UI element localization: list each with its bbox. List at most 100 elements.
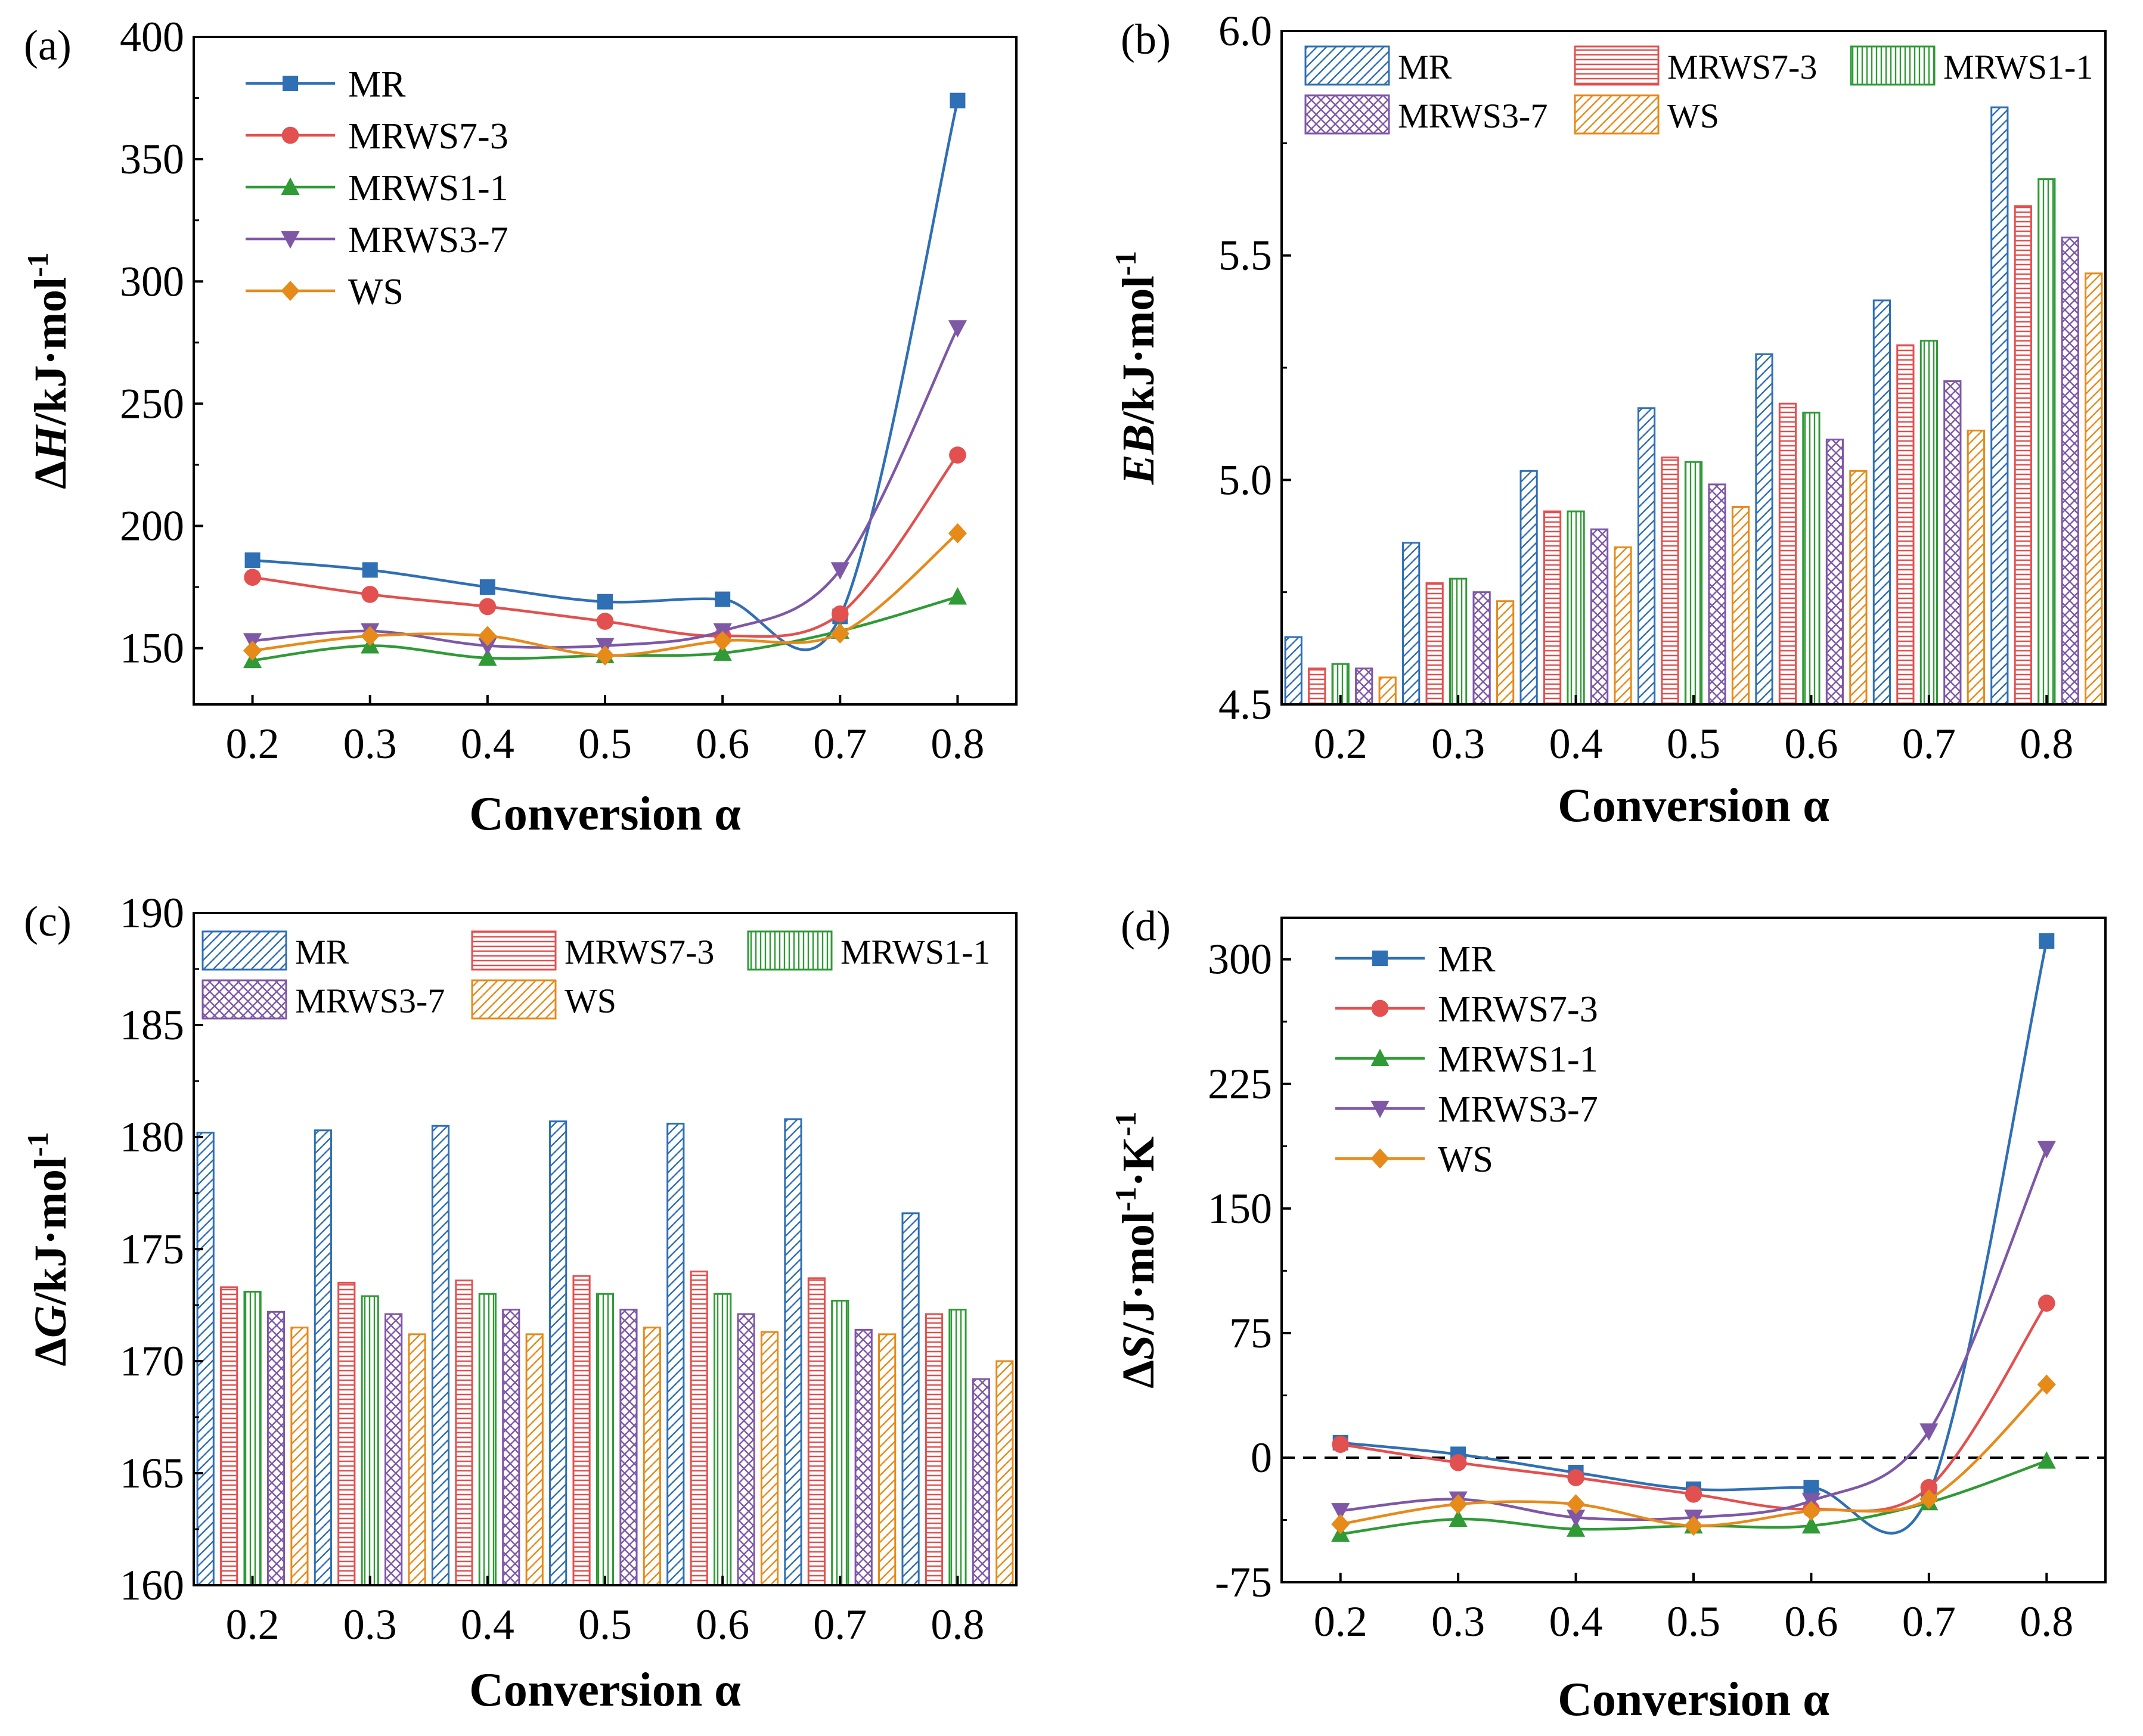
- point-mr-3: [597, 594, 613, 610]
- y-tick-label: -75: [1215, 1558, 1272, 1606]
- x-axis-label: Conversion α: [1558, 780, 1829, 832]
- bar-mrws7-3-0.7: [1896, 344, 1915, 706]
- point-ws-2: [1566, 1494, 1586, 1514]
- point-mrws1-1-6: [948, 587, 967, 605]
- legend-label: MRWS7-3: [565, 933, 714, 971]
- panel-label: (c): [24, 897, 72, 945]
- point-mrws1-1-2: [478, 648, 497, 666]
- point-mr-6: [2039, 933, 2055, 949]
- bar-mr-0.4: [1519, 470, 1538, 706]
- bar-ws-0.7: [1967, 429, 1985, 706]
- point-ws-6: [2037, 1374, 2056, 1395]
- bar-mrws3-7-0.3: [1472, 591, 1491, 706]
- point-mrws3-7-6: [948, 320, 967, 338]
- x-tick-label: 0.7: [1902, 1598, 1956, 1645]
- bar-mrws1-1-0.3: [361, 1295, 379, 1586]
- point-ws-4: [1801, 1501, 1821, 1521]
- bar-mrws1-1-0.7: [1919, 340, 1938, 706]
- bar-mrws3-7-0.8: [972, 1378, 990, 1586]
- y-tick-label: 160: [120, 1561, 184, 1609]
- x-tick-label: 0.6: [1784, 1598, 1838, 1645]
- bar-mr-0.5: [549, 1120, 567, 1586]
- legend-item-ws: WS: [471, 979, 616, 1020]
- series-ws: [1378, 272, 2103, 706]
- y-tick-label: 75: [1229, 1309, 1272, 1357]
- legend-swatch: [1304, 94, 1390, 135]
- point-mrws3-7-5: [1919, 1423, 1939, 1441]
- legend-label: MR: [295, 933, 349, 971]
- bar-mrws1-1-0.7: [831, 1299, 849, 1586]
- bar-mrws1-1-0.6: [714, 1293, 732, 1586]
- point-mr-6: [950, 92, 966, 108]
- x-tick-label: 0.8: [931, 1601, 984, 1648]
- point-ws-4: [713, 631, 732, 651]
- x-axis-label: Conversion α: [469, 1664, 741, 1716]
- bar-mrws7-3-0.2: [1308, 667, 1326, 706]
- legend-label: MR: [1438, 939, 1496, 980]
- x-tick-label: 0.3: [343, 1601, 397, 1648]
- bar-mrws7-3-0.3: [337, 1281, 356, 1586]
- legend-item-mrws1-1: MRWS1-1: [747, 930, 990, 971]
- bar-mrws3-7-0.8: [2061, 237, 2079, 706]
- x-tick-label: 0.4: [1549, 1598, 1603, 1645]
- y-tick-label: 5.0: [1218, 456, 1272, 504]
- bar-mrws7-3-0.3: [1425, 582, 1444, 706]
- bar-mrws7-3-0.8: [925, 1313, 944, 1586]
- y-axis-label: ΔG/kJ·mol-1: [21, 1132, 76, 1366]
- bar-mrws1-1-0.6: [1802, 411, 1821, 706]
- legend-item-mrws3-7: MRWS3-7: [1335, 1089, 1598, 1130]
- point-mrws7-3-1: [361, 586, 379, 603]
- point-ws-1: [361, 626, 380, 647]
- panel-b: 4.5 5.0 5.5 6.0 0.2 0.3 0.4 0.5 0.6 0.7 0.8 Convers…: [1109, 7, 2107, 832]
- legend-item-mrws1-1: MRWS1-1: [246, 168, 508, 209]
- point-mrws7-3-2: [479, 598, 497, 616]
- bar-ws-0.3: [1496, 600, 1515, 706]
- point-mrws1-1-2: [1566, 1519, 1586, 1537]
- series-mrws3-7: [266, 1309, 990, 1586]
- bar-mrws3-7-0.6: [737, 1313, 755, 1586]
- legend-item-ws: WS: [246, 272, 404, 312]
- point-mrws3-7-6: [2037, 1141, 2056, 1159]
- x-axis-label: Conversion α: [1558, 1673, 1829, 1726]
- bar-mrws7-3-0.8: [2014, 205, 2032, 706]
- y-tick-label: 6.0: [1218, 7, 1272, 55]
- y-axis-label: ΔH/kJ·mol-1: [21, 252, 76, 489]
- legend-marker: [1372, 951, 1388, 966]
- x-tick-label: 0.3: [1431, 1598, 1485, 1645]
- point-ws-3: [596, 645, 615, 666]
- legend-item-mrws3-7: MRWS3-7: [201, 979, 445, 1020]
- bar-mrws7-3-0.6: [690, 1271, 708, 1586]
- legend-swatch: [201, 930, 287, 971]
- bar-mrws1-1-0.5: [1684, 461, 1703, 706]
- legend: MR MRWS7-3 MRWS1-1 MRWS3-7 WS: [201, 930, 990, 1020]
- bar-mrws3-7-0.7: [1943, 380, 1962, 706]
- bar-mrws3-7-0.4: [1590, 528, 1609, 706]
- x-tick-label: 0.5: [1667, 720, 1720, 768]
- legend: MR MRWS7-3 MRWS1-1 MRWS3-7 WS: [246, 64, 508, 312]
- bar-mr-0.4: [431, 1125, 450, 1586]
- legend-marker: [1370, 1101, 1390, 1119]
- point-mrws7-3-0: [244, 569, 261, 586]
- legend-label: MRWS1-1: [348, 168, 508, 209]
- legend-label: MRWS1-1: [1943, 48, 2093, 86]
- legend-item-mrws3-7: MRWS3-7: [1304, 94, 1547, 135]
- panel-a: 150 200 250 300 350 400 0.2 0.3 0.4 0.5 0.6 0.7 0.8 C…: [21, 13, 1018, 840]
- series-line-mrws7-3: [1340, 1302, 2048, 1513]
- legend: MR MRWS7-3 MRWS1-1 MRWS3-7 WS: [1335, 939, 1598, 1180]
- point-ws-5: [830, 623, 849, 644]
- series-line-mr: [252, 100, 959, 651]
- series-mrws1-1: [243, 1290, 967, 1586]
- point-mrws7-3-2: [1567, 1469, 1584, 1486]
- bar-mr-0.5: [1637, 407, 1656, 706]
- legend-item-mrws7-3: MRWS7-3: [471, 930, 714, 971]
- y-axis-label: EB/kJ·mol-1: [1109, 251, 1164, 485]
- point-mr-0: [244, 552, 260, 568]
- point-mr-4: [1803, 1480, 1819, 1496]
- panel-label: (d): [1121, 902, 1171, 950]
- point-mrws1-1-1: [1449, 1509, 1468, 1527]
- y-tick-label: 300: [1208, 936, 1272, 983]
- bar-mrws3-7-0.7: [854, 1328, 873, 1586]
- y-tick-label: 200: [120, 502, 184, 550]
- legend-swatch: [1574, 94, 1660, 135]
